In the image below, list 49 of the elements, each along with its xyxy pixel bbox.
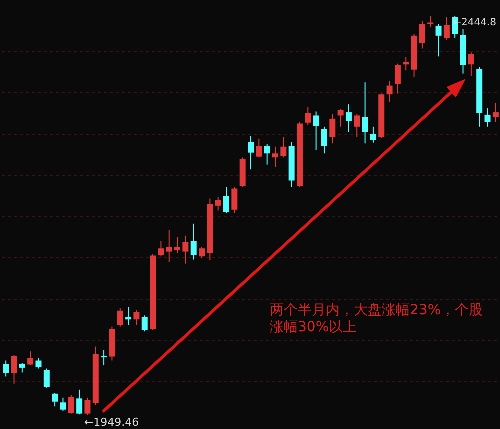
candlestick [444,16,450,40]
annotation: 两个半月内，大盘涨幅23%，个股涨幅30%以上 [270,302,484,336]
candlestick [338,108,344,128]
candlestick [28,351,34,366]
candlestick [3,360,10,378]
candlestick [44,368,50,388]
candlestick [436,24,442,58]
candlestick [215,196,222,212]
candlestick [492,102,499,123]
candlestick [19,362,26,374]
candlestick [11,354,18,384]
text: ←1949.46 [84,416,140,429]
candlestick [428,16,434,28]
candlestick [76,389,83,416]
candlestick [419,20,426,50]
candlestick [362,82,368,144]
candlestick [101,349,108,366]
candlestick [174,236,181,254]
candlestick [256,138,262,158]
candlestick [394,63,401,94]
candlestick [330,114,336,144]
candlestick [52,392,58,408]
candlestick [272,146,278,168]
candlestick [158,240,164,258]
candlestick [468,52,474,77]
candlestick [354,114,360,138]
candlestick [84,397,91,416]
candlestick [199,246,206,259]
candlestick [117,308,124,328]
candlestick [346,104,352,133]
candlestick [321,126,328,154]
candlestick [182,235,189,264]
candlestick [224,186,230,214]
candlestick [36,358,42,370]
candlestick [248,136,254,170]
candlestick [142,315,148,332]
candlestick [166,230,172,263]
candlestick [264,144,270,166]
candlestick [280,136,287,158]
candlestick [134,310,140,326]
candlestick [232,186,238,214]
candlestick [313,111,320,151]
candlestick [370,126,376,144]
candlestick [190,223,197,260]
candlestick [60,397,66,412]
candlestick [305,106,312,126]
candlestick [386,80,393,103]
candlestick [68,394,74,414]
candlestick [484,108,491,128]
